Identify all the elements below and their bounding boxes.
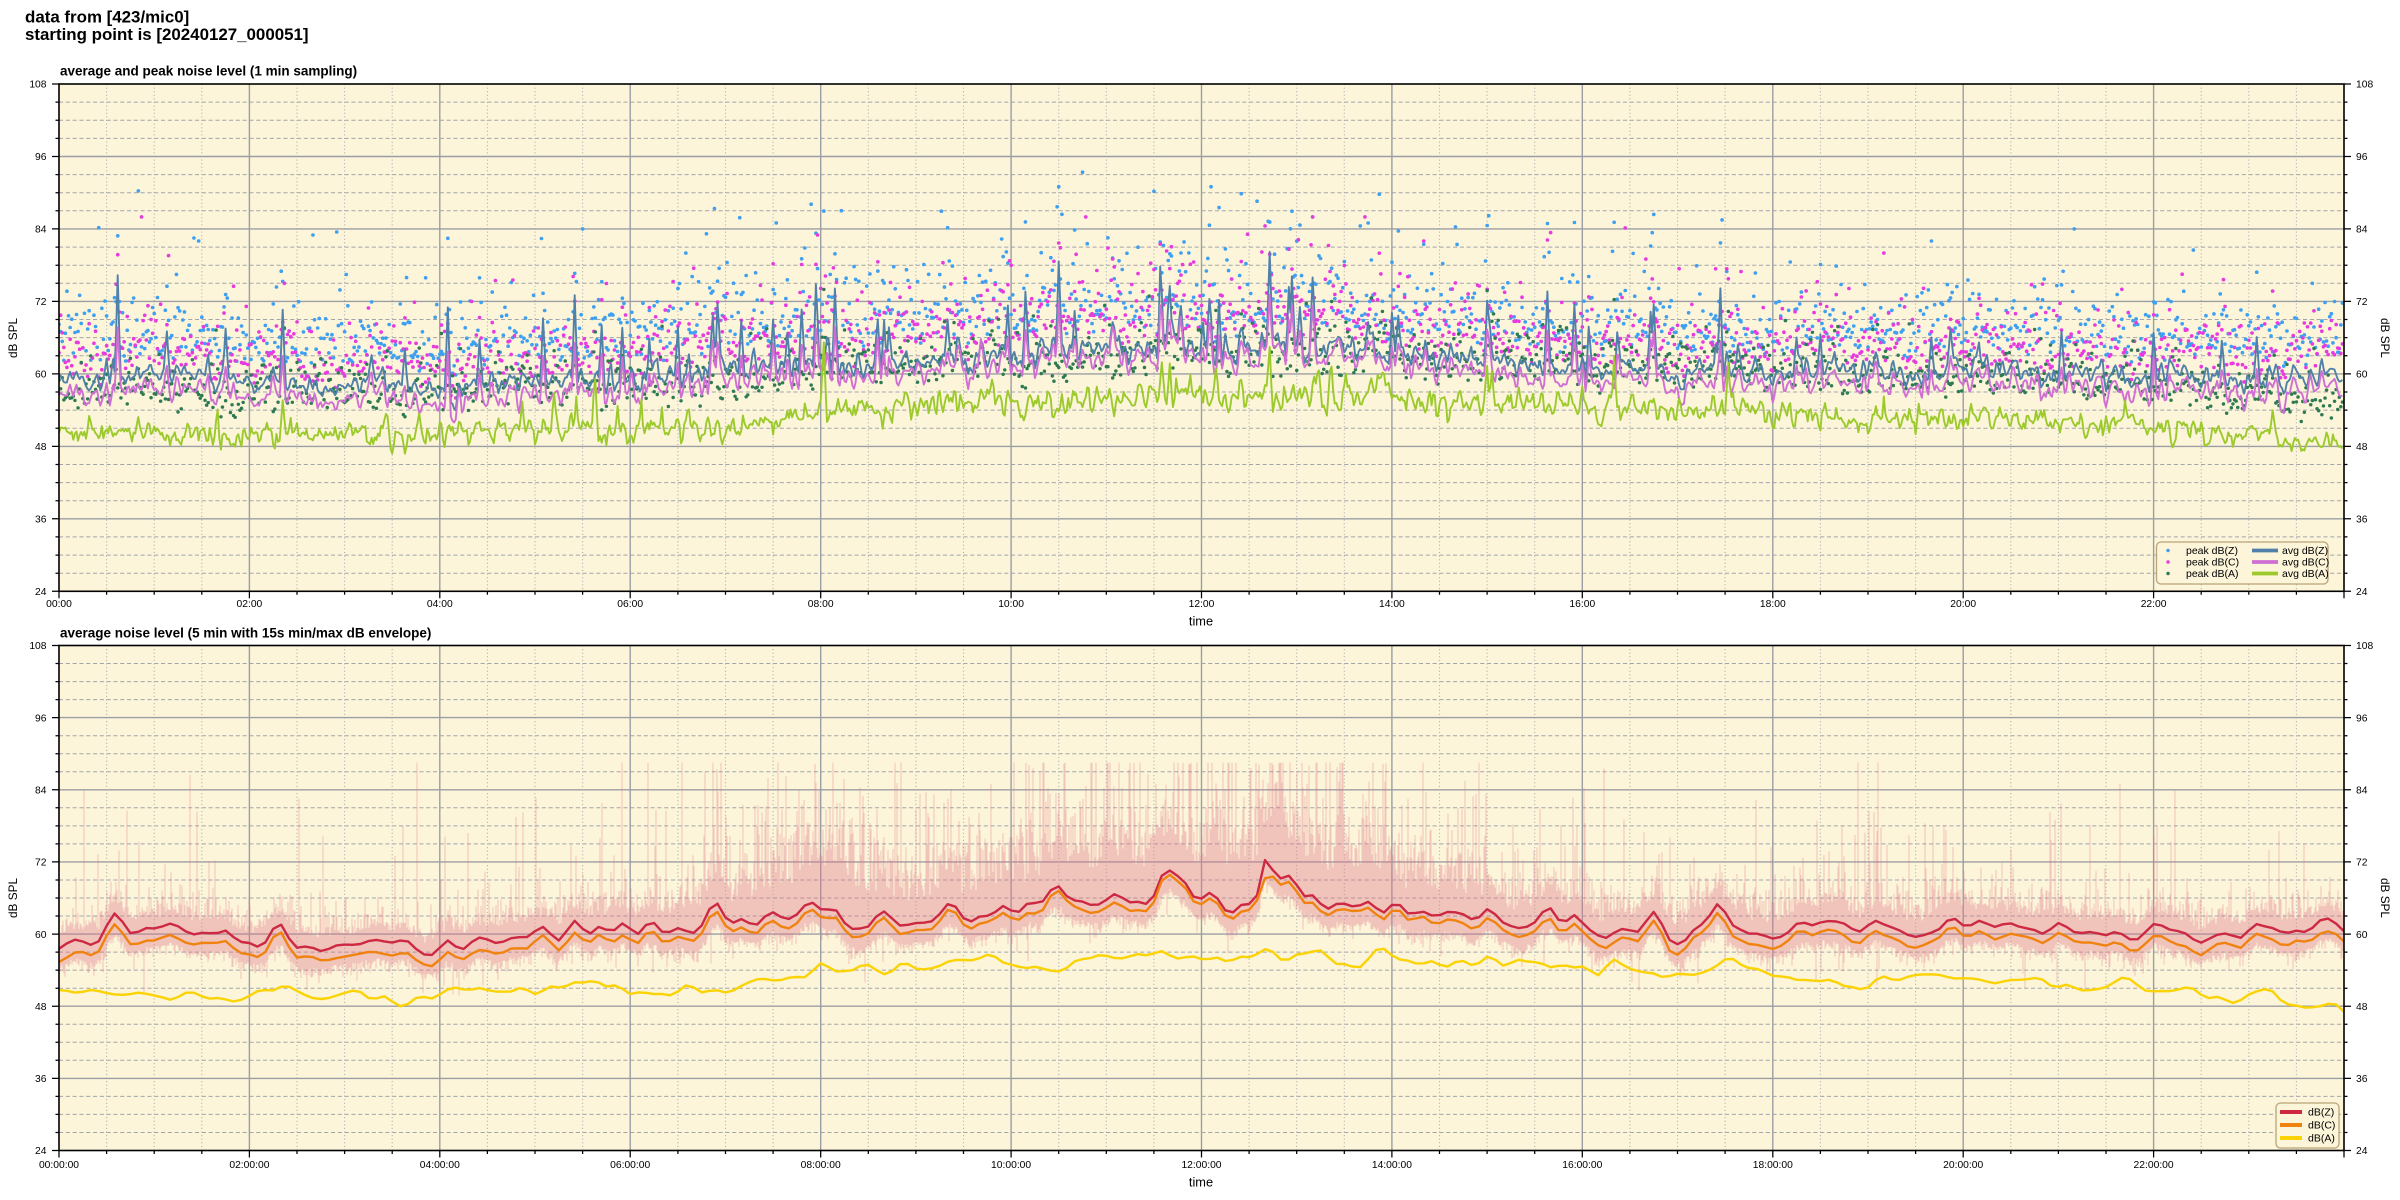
svg-text:72: 72 (2356, 858, 2368, 869)
svg-text:48: 48 (35, 442, 47, 453)
svg-text:20:00:00: 20:00:00 (1943, 1160, 1983, 1171)
svg-text:108: 108 (2356, 80, 2373, 91)
svg-text:60: 60 (2356, 370, 2368, 381)
svg-text:avg dB(C): avg dB(C) (2282, 557, 2329, 569)
svg-text:48: 48 (2356, 442, 2368, 453)
svg-text:108: 108 (2356, 641, 2373, 652)
svg-text:peak dB(A): peak dB(A) (2186, 568, 2239, 580)
svg-text:data from [423/mic0]: data from [423/mic0] (25, 8, 189, 27)
svg-text:08:00:00: 08:00:00 (801, 1160, 841, 1171)
svg-text:14:00: 14:00 (1379, 599, 1405, 610)
svg-text:dB SPL: dB SPL (6, 878, 20, 918)
svg-text:starting point is [20240127_00: starting point is [20240127_000051] (25, 25, 309, 44)
svg-text:dB SPL: dB SPL (6, 318, 20, 358)
svg-text:48: 48 (2356, 1002, 2368, 1013)
svg-text:24: 24 (35, 1146, 47, 1157)
svg-text:00:00: 00:00 (46, 599, 72, 610)
svg-text:96: 96 (35, 713, 47, 724)
svg-text:12:00:00: 12:00:00 (1181, 1160, 1221, 1171)
svg-text:24: 24 (35, 587, 47, 598)
svg-text:84: 84 (2356, 786, 2368, 797)
svg-text:08:00: 08:00 (808, 599, 834, 610)
svg-text:96: 96 (35, 152, 47, 163)
svg-text:16:00:00: 16:00:00 (1562, 1160, 1602, 1171)
svg-text:96: 96 (2356, 152, 2368, 163)
svg-text:22:00:00: 22:00:00 (2134, 1160, 2174, 1171)
svg-text:108: 108 (29, 80, 46, 91)
svg-text:14:00:00: 14:00:00 (1372, 1160, 1412, 1171)
svg-text:avg dB(Z): avg dB(Z) (2282, 545, 2328, 557)
svg-text:04:00: 04:00 (427, 599, 453, 610)
svg-text:10:00: 10:00 (998, 599, 1024, 610)
svg-text:48: 48 (35, 1002, 47, 1013)
svg-text:06:00: 06:00 (617, 599, 643, 610)
svg-text:avg dB(A): avg dB(A) (2282, 568, 2329, 580)
svg-text:24: 24 (2356, 587, 2368, 598)
svg-text:24: 24 (2356, 1146, 2368, 1157)
svg-text:dB SPL: dB SPL (2378, 878, 2392, 918)
svg-text:12:00: 12:00 (1189, 599, 1215, 610)
svg-text:36: 36 (35, 1074, 47, 1085)
svg-text:time: time (1189, 1175, 1213, 1190)
svg-text:18:00:00: 18:00:00 (1753, 1160, 1793, 1171)
svg-text:00:00:00: 00:00:00 (39, 1160, 79, 1171)
svg-text:18:00: 18:00 (1760, 599, 1786, 610)
svg-text:60: 60 (35, 370, 47, 381)
svg-text:72: 72 (35, 297, 47, 308)
svg-text:60: 60 (35, 930, 47, 941)
svg-text:96: 96 (2356, 713, 2368, 724)
svg-text:36: 36 (2356, 515, 2368, 526)
svg-text:06:00:00: 06:00:00 (610, 1160, 650, 1171)
svg-text:108: 108 (29, 641, 46, 652)
svg-text:84: 84 (2356, 225, 2368, 236)
svg-text:average and peak noise level (: average and peak noise level (1 min samp… (60, 64, 357, 79)
svg-text:60: 60 (2356, 930, 2368, 941)
svg-text:peak dB(C): peak dB(C) (2186, 557, 2239, 569)
svg-text:22:00: 22:00 (2141, 599, 2167, 610)
svg-text:dB(A): dB(A) (2308, 1133, 2335, 1145)
svg-text:72: 72 (35, 858, 47, 869)
svg-text:average noise level (5 min wit: average noise level (5 min with 15s min/… (60, 626, 431, 641)
svg-text:peak dB(Z): peak dB(Z) (2186, 545, 2238, 557)
svg-text:02:00: 02:00 (237, 599, 263, 610)
svg-text:84: 84 (35, 225, 47, 236)
svg-text:dB(Z): dB(Z) (2308, 1107, 2334, 1119)
svg-text:10:00:00: 10:00:00 (991, 1160, 1031, 1171)
svg-text:36: 36 (35, 515, 47, 526)
svg-text:dB(C): dB(C) (2308, 1120, 2335, 1132)
svg-text:time: time (1189, 614, 1213, 629)
svg-text:20:00: 20:00 (1950, 599, 1976, 610)
svg-text:36: 36 (2356, 1074, 2368, 1085)
svg-text:84: 84 (35, 786, 47, 797)
svg-text:02:00:00: 02:00:00 (229, 1160, 269, 1171)
svg-text:16:00: 16:00 (1569, 599, 1595, 610)
svg-text:04:00:00: 04:00:00 (420, 1160, 460, 1171)
svg-text:dB SPL: dB SPL (2378, 318, 2392, 358)
svg-text:72: 72 (2356, 297, 2368, 308)
